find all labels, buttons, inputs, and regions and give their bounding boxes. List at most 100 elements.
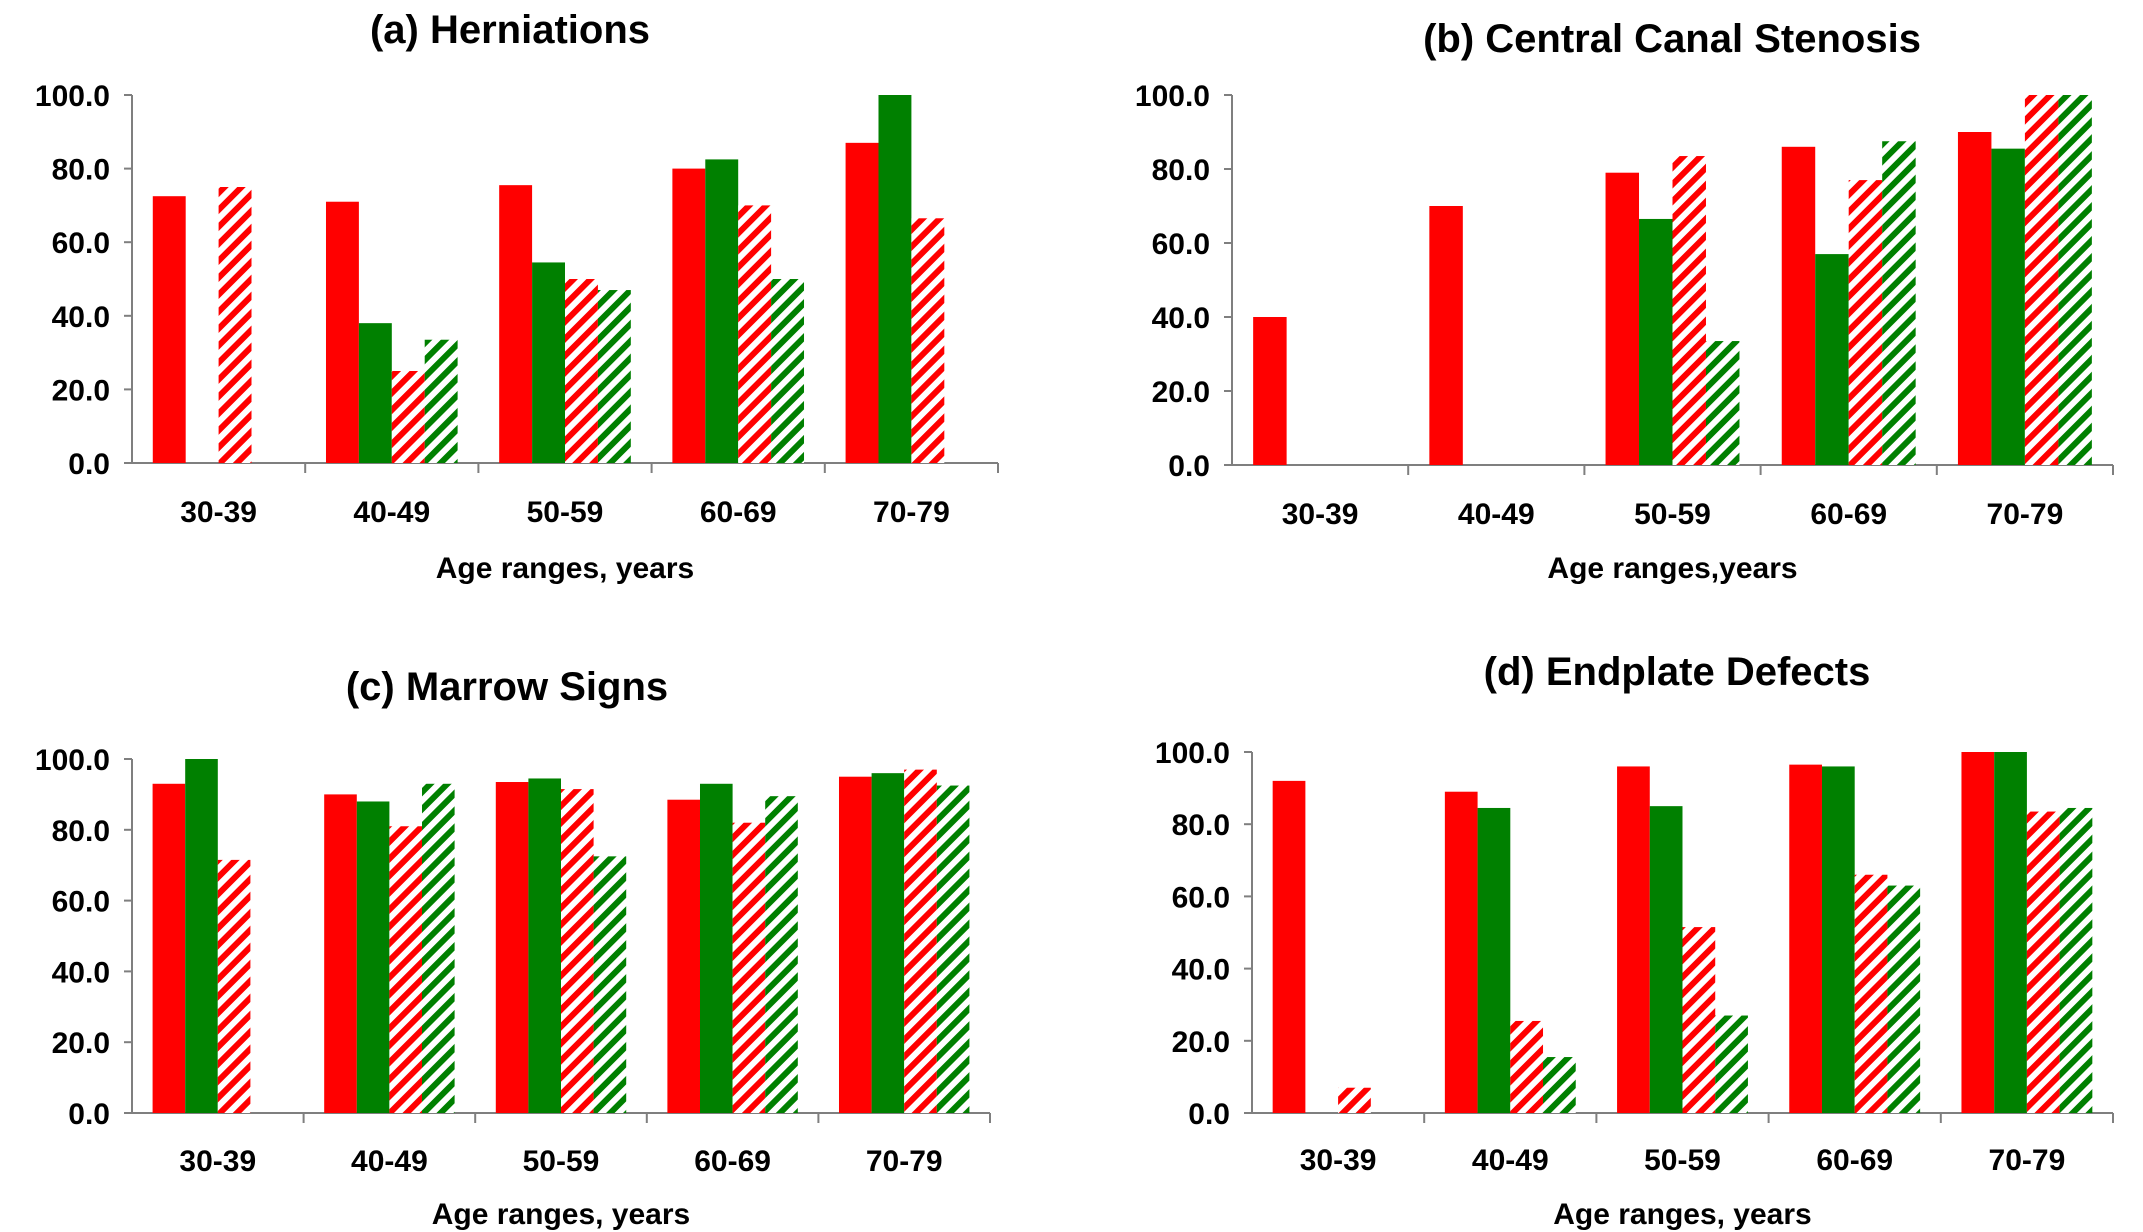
bar-hatched-red-60-69 — [732, 822, 766, 1113]
bar-solid-red-30-39 — [152, 196, 186, 463]
bar-hatched-red-30-39 — [1338, 1087, 1371, 1113]
bar-hatched-green-50-59 — [597, 290, 631, 463]
bar-hatched-red-70-79 — [911, 218, 945, 463]
chart-title: (c) Marrow Signs — [346, 665, 668, 709]
bar-solid-red-50-59 — [1617, 766, 1650, 1113]
y-tick-label: 40.0 — [1152, 302, 1210, 335]
chart-panel-central-canal-stenosis: (b) Central Canal Stenosis 0.0 20.0 40.0 60.… — [1072, 0, 2143, 616]
bar-solid-green-50-59 — [528, 778, 561, 1113]
bar-hatched-red-70-79 — [2024, 95, 2059, 465]
y-tick-label: 60.0 — [52, 227, 110, 260]
x-axis-title: Age ranges, years — [432, 1198, 690, 1231]
y-tick-label: 80.0 — [52, 815, 110, 848]
bar-hatched-red-50-59 — [1682, 927, 1716, 1113]
chart-panel-herniations: (a) Herniations 0.0 20.0 40.0 60.0 80.0 100.0 3… — [0, 0, 1072, 616]
y-tick-label: 80.0 — [1152, 154, 1210, 187]
bar-hatched-green-40-49 — [1543, 1057, 1576, 1113]
bar-solid-green-60-69 — [705, 159, 739, 463]
bar-solid-red-30-39 — [152, 783, 186, 1113]
x-tick-label: 40-49 — [353, 496, 430, 529]
bar-solid-green-30-39 — [185, 759, 218, 1113]
y-tick-label: 40.0 — [1172, 954, 1230, 987]
bar-hatched-red-60-69 — [1854, 874, 1888, 1113]
x-tick-label: 60-69 — [1816, 1144, 1893, 1177]
bar-solid-green-70-79 — [878, 95, 912, 463]
bar-solid-green-60-69 — [699, 783, 733, 1113]
y-tick-label: 0.0 — [1188, 1098, 1230, 1131]
bar-solid-green-50-59 — [1639, 218, 1673, 465]
x-tick-label: 50-59 — [527, 496, 604, 529]
x-tick-label: 60-69 — [694, 1145, 771, 1178]
x-tick-label: 70-79 — [866, 1145, 943, 1178]
bar-solid-green-60-69 — [1815, 254, 1849, 465]
bar-hatched-red-30-39 — [218, 187, 252, 463]
bar-solid-green-70-79 — [1994, 752, 2027, 1113]
bar-solid-green-40-49 — [358, 323, 392, 463]
bar-solid-green-40-49 — [1477, 807, 1511, 1113]
bar-hatched-green-40-49 — [424, 339, 458, 463]
bar-hatched-green-40-49 — [422, 783, 455, 1113]
y-tick-label: 0.0 — [68, 1098, 110, 1131]
chart-svg-endplate-defects: (d) Endplate Defects 0.0 20.0 40.0 60.0 80.0 1… — [1155, 650, 2114, 1231]
chart-panel-marrow-signs: (c) Marrow Signs 0.0 20.0 40.0 60.0 80.0 100.0… — [0, 616, 1072, 1232]
bar-solid-red-60-69 — [1789, 764, 1822, 1113]
y-tick-label: 60.0 — [1172, 881, 1230, 914]
bar-solid-green-40-49 — [356, 801, 390, 1113]
y-tick-label: 20.0 — [52, 1027, 110, 1060]
chart-title: (d) Endplate Defects — [1484, 650, 1871, 694]
bar-solid-red-40-49 — [324, 794, 357, 1113]
bar-hatched-green-60-69 — [1882, 141, 1916, 465]
y-tick-label: 100.0 — [1135, 80, 1210, 113]
y-tick-label: 40.0 — [52, 956, 110, 989]
bar-solid-red-40-49 — [325, 201, 359, 463]
bar-solid-red-60-69 — [1781, 146, 1816, 466]
bar-solid-green-50-59 — [532, 262, 565, 463]
bar-solid-green-50-59 — [1649, 806, 1683, 1113]
bar-solid-green-70-79 — [871, 773, 905, 1113]
x-tick-label: 30-39 — [1300, 1144, 1377, 1177]
x-axis-title: Age ranges, years — [436, 552, 694, 585]
y-tick-label: 20.0 — [52, 374, 110, 407]
x-tick-label: 70-79 — [1987, 498, 2064, 531]
x-tick-label: 30-39 — [180, 496, 257, 529]
bar-hatched-red-50-59 — [1672, 156, 1706, 466]
bar-hatched-red-40-49 — [1510, 1020, 1544, 1113]
x-tick-label: 50-59 — [1634, 498, 1711, 531]
y-tick-label: 100.0 — [1155, 737, 1230, 770]
y-tick-label: 100.0 — [35, 744, 110, 777]
bar-hatched-green-70-79 — [2058, 95, 2092, 465]
chart-svg-central-canal-stenosis: (b) Central Canal Stenosis 0.0 20.0 40.0 60.… — [1135, 17, 2114, 585]
x-tick-label: 70-79 — [1989, 1144, 2066, 1177]
x-axis-title: Age ranges,years — [1547, 552, 1797, 585]
x-tick-label: 60-69 — [700, 496, 777, 529]
bar-solid-red-70-79 — [1957, 132, 1992, 465]
bar-solid-red-30-39 — [1253, 317, 1287, 465]
bar-hatched-red-50-59 — [561, 789, 594, 1113]
x-tick-label: 30-39 — [179, 1145, 256, 1178]
bar-hatched-red-40-49 — [391, 371, 425, 463]
bar-solid-red-40-49 — [1444, 791, 1478, 1113]
bar-hatched-green-60-69 — [765, 796, 798, 1113]
y-tick-label: 0.0 — [68, 448, 110, 481]
bar-solid-red-70-79 — [838, 776, 872, 1113]
bar-hatched-green-70-79 — [936, 785, 970, 1113]
x-tick-label: 50-59 — [1644, 1144, 1721, 1177]
bar-solid-red-30-39 — [1272, 780, 1306, 1113]
bar-solid-red-60-69 — [667, 799, 700, 1113]
x-tick-label: 50-59 — [523, 1145, 600, 1178]
y-tick-label: 0.0 — [1168, 450, 1210, 483]
bar-solid-green-60-69 — [1821, 766, 1855, 1113]
bar-hatched-green-50-59 — [1715, 1015, 1748, 1113]
y-tick-label: 100.0 — [35, 80, 110, 113]
x-tick-label: 40-49 — [1472, 1144, 1549, 1177]
x-tick-label: 60-69 — [1810, 498, 1887, 531]
x-axis-title: Age ranges, years — [1553, 1198, 1811, 1231]
bar-solid-red-60-69 — [672, 168, 706, 463]
x-tick-label: 70-79 — [873, 496, 950, 529]
bar-hatched-green-70-79 — [2059, 807, 2093, 1113]
bar-hatched-red-60-69 — [1848, 180, 1883, 465]
chart-svg-marrow-signs: (c) Marrow Signs 0.0 20.0 40.0 60.0 80.0 100.0… — [35, 665, 991, 1231]
y-tick-label: 80.0 — [1172, 809, 1230, 842]
bar-hatched-green-60-69 — [1887, 885, 1921, 1113]
bar-hatched-green-50-59 — [1705, 341, 1740, 465]
